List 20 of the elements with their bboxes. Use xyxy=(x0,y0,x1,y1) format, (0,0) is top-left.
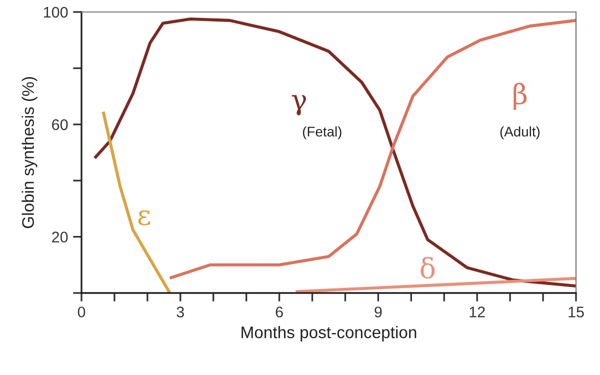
annotation: (Fetal) xyxy=(302,126,342,140)
x-axis-title: Months post-conception xyxy=(242,326,416,342)
x-tick-label: 0 xyxy=(78,306,86,318)
annotation: (Adult) xyxy=(500,126,540,140)
y-axis-title: Globin synthesis (%) xyxy=(22,77,38,228)
x-tick-label: 15 xyxy=(568,306,584,318)
series-label: ε xyxy=(138,210,150,226)
x-tick-label: 12 xyxy=(470,306,485,318)
line-series xyxy=(93,17,576,288)
x-tick-label: 9 xyxy=(374,306,382,318)
series-label: γ xyxy=(292,95,306,116)
line-series xyxy=(168,18,576,280)
series-label: β xyxy=(514,82,527,110)
series-label: δ xyxy=(420,256,435,279)
x-tick-label: 3 xyxy=(176,306,184,318)
line-series xyxy=(102,110,172,293)
y-tick-label: 100 xyxy=(44,6,68,18)
x-tick-label: 6 xyxy=(276,306,283,318)
y-tick-label: 20 xyxy=(52,232,68,242)
y-tick-label: 60 xyxy=(52,119,68,130)
